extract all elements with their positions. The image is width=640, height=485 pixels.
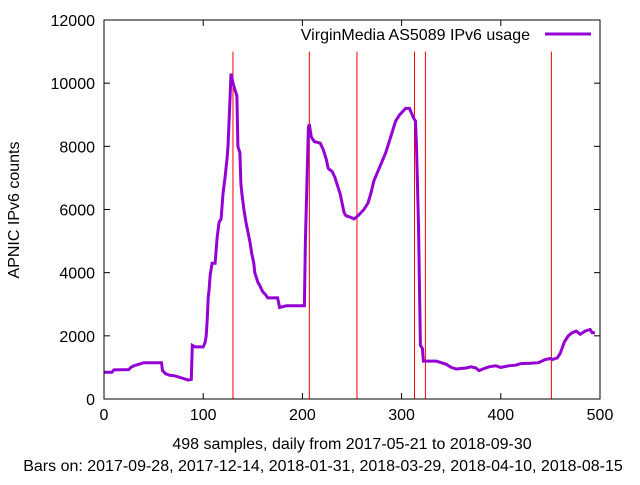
axis-ticks <box>103 19 601 400</box>
legend-label: VirginMedia AS5089 IPv6 usage <box>301 27 530 44</box>
x-tick-label: 100 <box>190 407 217 424</box>
x-axis-label: 498 samples, daily from 2017-05-21 to 20… <box>172 436 531 453</box>
y-tick-label: 0 <box>86 392 95 409</box>
y-axis-label: APNIC IPv6 counts <box>6 142 23 279</box>
x-tick-labels: 0 100 200 300 400 500 <box>100 407 614 424</box>
x-tick-label: 200 <box>289 407 316 424</box>
y-tick-label: 8000 <box>59 139 95 156</box>
series-line-virginmedia <box>104 73 595 382</box>
x-tick-label: 0 <box>100 407 109 424</box>
y-tick-label: 12000 <box>51 13 96 30</box>
y-tick-label: 6000 <box>59 203 95 220</box>
y-tick-label: 4000 <box>59 266 95 283</box>
y-tick-label: 10000 <box>51 76 96 93</box>
x-tick-label: 400 <box>487 407 514 424</box>
event-bars <box>232 51 552 399</box>
x-tick-label: 300 <box>388 407 415 424</box>
y-tick-label: 2000 <box>59 329 95 346</box>
y-tick-labels: 0 2000 4000 6000 8000 10000 12000 <box>51 13 96 409</box>
x-tick-label: 500 <box>587 407 614 424</box>
bars-caption: Bars on: 2017-09-28, 2017-12-14, 2018-01… <box>23 458 623 475</box>
plot-border <box>103 19 601 400</box>
